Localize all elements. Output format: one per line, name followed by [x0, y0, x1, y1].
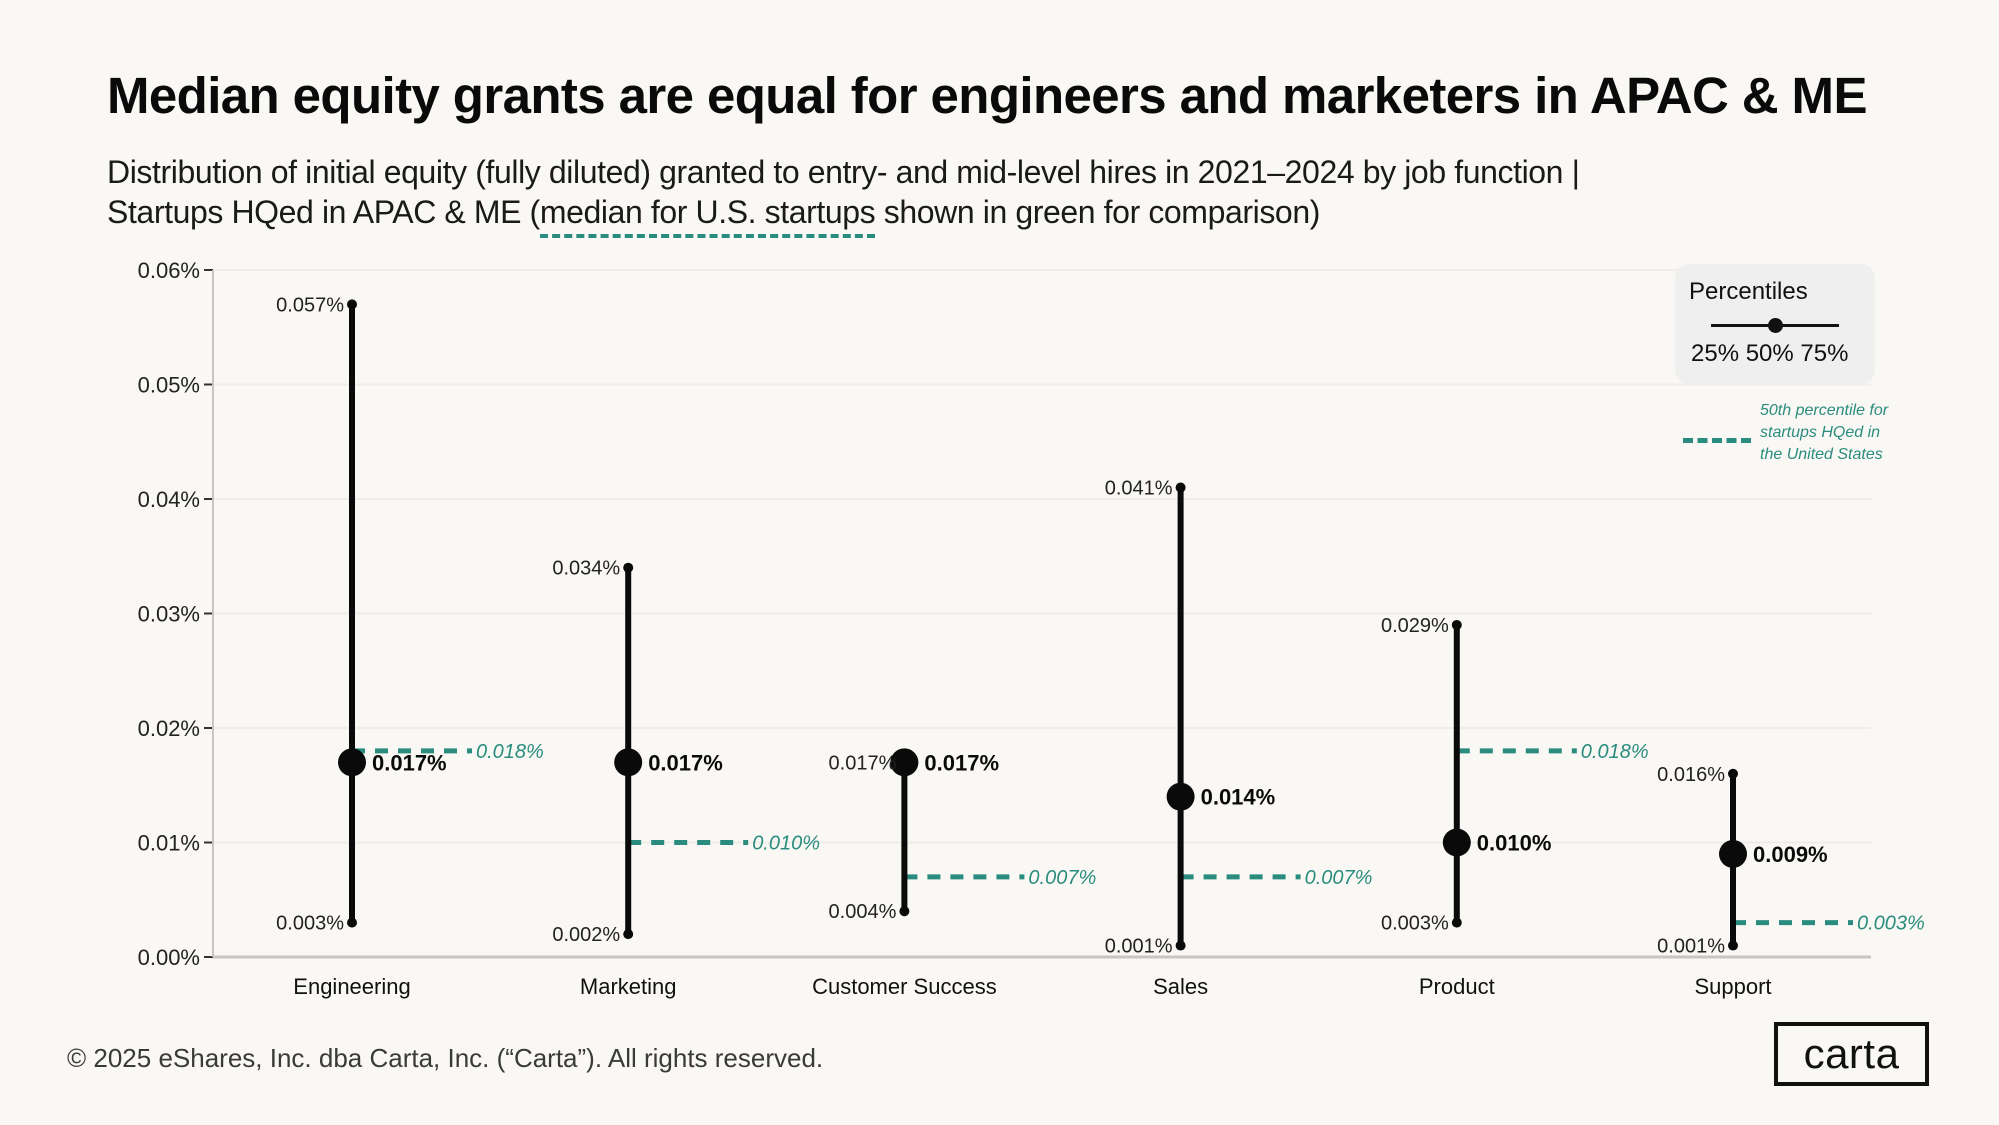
legend-percentile-labels: 25% 50% 75%	[1691, 340, 1849, 367]
median-label: 0.009%	[1753, 842, 1828, 867]
x-category-label: Engineering	[293, 974, 410, 999]
p25-label: 0.002%	[552, 924, 620, 946]
median-point	[890, 748, 919, 777]
y-tick-label: 0.06%	[138, 258, 200, 283]
p75-point	[1728, 768, 1738, 779]
median-label: 0.010%	[1477, 831, 1552, 856]
subtitle-text-end: shown in green for comparison)	[875, 194, 1321, 230]
median-label: 0.017%	[648, 750, 723, 775]
us-median-label: 0.007%	[1028, 867, 1096, 889]
p25-label: 0.001%	[1105, 936, 1173, 958]
us-median-label: 0.018%	[1581, 741, 1649, 763]
us-median-label: 0.010%	[752, 833, 820, 855]
chart-marks: 0.018% 0.057% 0.003% 0.017% 0.010% 0.034% 0.00…	[276, 294, 1925, 957]
x-category-label: Product	[1419, 974, 1495, 999]
p75-point	[347, 299, 357, 310]
p25-label: 0.001%	[1657, 936, 1725, 958]
copyright-footer: © 2025 eShares, Inc. dba Carta, Inc. (“C…	[67, 1043, 824, 1073]
median-label: 0.017%	[924, 750, 999, 775]
axes: 0.00% 0.01% 0.02% 0.03% 0.04% 0.05% 0.06% Engin…	[138, 258, 1871, 999]
x-category-label: Marketing	[580, 974, 677, 999]
p75-label: 0.017%	[829, 752, 897, 774]
percentiles-legend: Percentiles 25% 50% 75%	[1675, 264, 1875, 384]
p75-label: 0.034%	[552, 558, 620, 580]
us-median-label: 0.018%	[476, 741, 544, 763]
us-median-legend-dash	[1683, 438, 1751, 443]
p25-label: 0.004%	[829, 901, 897, 923]
p75-label: 0.057%	[276, 294, 344, 316]
median-point	[614, 748, 643, 777]
p75-label: 0.029%	[1381, 615, 1449, 637]
y-tick-label: 0.05%	[138, 373, 200, 398]
gridlines	[213, 269, 1871, 844]
median-point	[1442, 828, 1471, 857]
x-category-label: Support	[1694, 974, 1771, 999]
p75-label: 0.041%	[1105, 478, 1173, 500]
median-point	[1166, 782, 1195, 811]
legend-median-dot	[1768, 318, 1783, 333]
p25-point	[1728, 940, 1738, 951]
p25-point	[347, 917, 357, 928]
y-tick-label: 0.02%	[138, 716, 200, 741]
subtitle-us-median-highlight: median for U.S. startups	[539, 194, 876, 238]
median-label: 0.017%	[372, 750, 447, 775]
subtitle-line-2: Startups HQed in APAC & ME (median for U…	[107, 192, 1907, 238]
us-median-label: 0.007%	[1305, 867, 1373, 889]
us-median-legend-label: 50th percentile for startups HQed in the…	[1760, 402, 1889, 463]
subtitle-line-1: Distribution of initial equity (fully di…	[107, 154, 1580, 190]
y-tick-label: 0.00%	[138, 945, 200, 970]
us-median-label: 0.003%	[1857, 913, 1925, 935]
x-category-label: Customer Success	[812, 974, 997, 999]
median-point	[1719, 839, 1747, 868]
x-category-label: Sales	[1153, 974, 1208, 999]
subtitle-text: Startups HQed in APAC & ME (	[107, 194, 540, 230]
p25-point	[1175, 940, 1186, 951]
median-point	[338, 748, 366, 777]
median-label: 0.014%	[1201, 785, 1276, 810]
p75-point	[1451, 619, 1462, 630]
chart-subtitle: Distribution of initial equity (fully di…	[107, 152, 1907, 238]
p25-point	[899, 906, 910, 917]
p25-label: 0.003%	[276, 913, 344, 935]
p75-point	[623, 562, 634, 573]
legend-title: Percentiles	[1689, 278, 1808, 305]
carta-logo: carta	[1774, 1022, 1929, 1086]
y-tick-label: 0.04%	[138, 487, 200, 512]
p25-label: 0.003%	[1381, 913, 1449, 935]
y-tick-label: 0.01%	[138, 831, 200, 856]
y-tick-label: 0.03%	[138, 602, 200, 627]
p25-point	[1451, 917, 1462, 928]
logo-text: carta	[1803, 1030, 1900, 1077]
p75-label: 0.016%	[1657, 764, 1725, 786]
p25-point	[623, 929, 634, 940]
p75-point	[1175, 482, 1186, 493]
chart-title: Median equity grants are equal for engin…	[107, 67, 1867, 124]
